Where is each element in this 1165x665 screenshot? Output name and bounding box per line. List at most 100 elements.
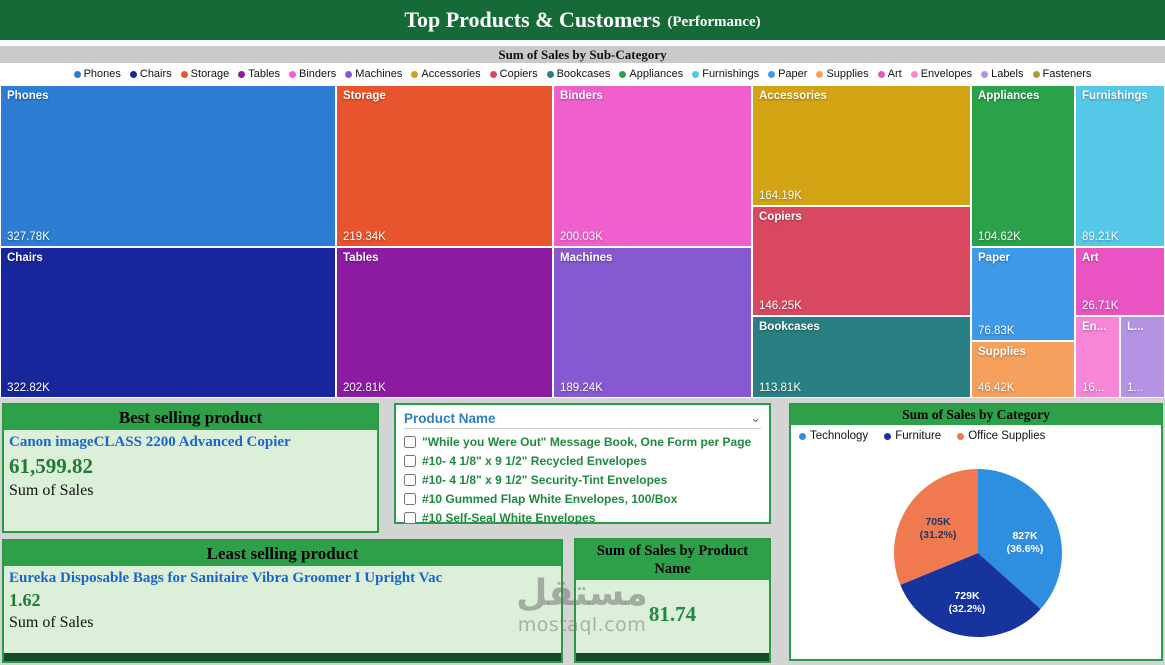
product-name-slicer: Product Name ⌄ "While you Were Out" Mess… [394,403,771,527]
slicer-checkbox[interactable] [404,454,416,467]
slicer-list: "While you Were Out" Message Book, One F… [404,432,761,527]
tile-label: L... [1127,321,1144,333]
legend-dot-furnishings [692,70,700,78]
legend-dot-phones [73,70,81,78]
legend-item-binders[interactable]: Binders [289,68,336,80]
treemap-tile-furnishings[interactable]: Furnishings 89.21K [1075,85,1165,247]
legend-label: Chairs [139,68,172,80]
legend-item-office-supplies[interactable]: Office Supplies [957,430,1045,442]
legend-item-envelopes[interactable]: Envelopes [910,68,972,80]
legend-dot-copiers [489,70,497,78]
legend-label: Appliances [629,68,684,80]
legend-label: Storage [190,68,230,80]
legend-dot-binders [289,70,296,78]
treemap-tile-labels[interactable]: L... 1... [1120,316,1165,398]
legend-dot-art [877,70,885,78]
legend-dot-labels [981,70,989,78]
tile-value: 16... [1082,382,1105,394]
legend-item-furniture[interactable]: Furniture [884,430,941,442]
best-selling-header: Best selling product [4,405,377,430]
best-selling-card: Best selling product Canon imageCLASS 22… [2,403,379,533]
slicer-item-label: "While you Were Out" Message Book, One F… [422,434,752,449]
legend-item-accessories[interactable]: Accessories [411,68,481,80]
legend-item-machines[interactable]: Machines [345,68,402,80]
treemap-tile-binders[interactable]: Binders 200.03K [553,85,752,247]
chevron-down-icon[interactable]: ⌄ [750,410,761,425]
legend-dot-office-supplies [957,432,965,440]
treemap-title: Sum of Sales by Sub-Category [0,46,1165,63]
treemap-tile-machines[interactable]: Machines 189.24K [553,247,752,398]
legend-item-supplies[interactable]: Supplies [816,68,869,80]
legend-item-appliances[interactable]: Appliances [619,68,683,80]
legend-dot-accessories [411,70,419,78]
legend-dot-tables [238,70,246,78]
legend-dot-furniture [884,432,892,440]
legend-dot-machines [345,70,353,78]
slicer-item[interactable]: #10- 4 1/8" x 9 1/2" Recycled Envelopes [404,451,761,470]
slicer-item[interactable]: #10 Gummed Flap White Envelopes, 100/Box [404,489,761,508]
tile-value: 327.78K [7,231,50,243]
tile-label: Accessories [759,90,827,102]
treemap-tile-envelopes[interactable]: En... 16... [1075,316,1120,398]
legend-dot-chairs [129,70,137,78]
treemap-tile-copiers[interactable]: Copiers 146.25K [752,206,971,316]
treemap-tile-accessories[interactable]: Accessories 164.19K [752,85,971,206]
tile-value: 26.71K [1082,300,1119,312]
legend-label: Binders [299,68,337,80]
slicer-item[interactable]: #10 Self-Seal White Envelopes [404,508,761,527]
tile-value: 164.19K [759,190,802,202]
legend-label: Paper [778,68,808,80]
slicer-checkbox[interactable] [404,511,416,524]
legend-item-storage[interactable]: Storage [180,68,230,80]
treemap-tile-appliances[interactable]: Appliances 104.62K [971,85,1075,247]
legend-item-technology[interactable]: Technology [799,430,868,442]
slicer-item[interactable]: "While you Were Out" Message Book, One F… [404,432,761,451]
pie-slice-office-supplies[interactable] [894,469,978,585]
treemap-tile-art[interactable]: Art 26.71K [1075,247,1165,316]
legend-item-furnishings[interactable]: Furnishings [692,68,759,80]
legend-item-fasteners[interactable]: Fasteners [1032,68,1091,80]
slicer-item[interactable]: #10- 4 1/8" x 9 1/2" Security-Tint Envel… [404,470,761,489]
slicer-item-label: #10- 4 1/8" x 9 1/2" Recycled Envelopes [422,453,647,468]
legend-item-chairs[interactable]: Chairs [129,68,172,80]
least-product-caption: Sum of Sales [9,614,94,631]
legend-label: Machines [355,68,403,80]
treemap-tile-tables[interactable]: Tables 202.81K [336,247,553,398]
pie-slice-technology[interactable] [978,469,1062,609]
category-pie-chart: 827K (36.6%) 729K (32.2%) 705K (31.2%) [894,469,1062,637]
slicer-checkbox[interactable] [404,473,416,486]
legend-item-tables[interactable]: Tables [238,68,280,80]
tile-value: 200.03K [560,231,603,243]
tile-label: Tables [343,252,379,264]
tile-label: Phones [7,90,49,102]
legend-item-labels[interactable]: Labels [981,68,1024,80]
pie-slice-furniture[interactable] [900,553,1041,637]
legend-item-copiers[interactable]: Copiers [489,68,538,80]
treemap-tile-bookcases[interactable]: Bookcases 113.81K [752,316,971,398]
tile-label: Supplies [978,346,1026,358]
treemap-tile-chairs[interactable]: Chairs 322.82K [0,247,336,398]
legend-item-paper[interactable]: Paper [768,68,807,80]
tile-value: 1... [1127,382,1143,394]
pie-label-office-supplies-value: 705K [925,516,951,528]
page-title-sub: (Performance) [667,13,761,30]
pie-label-technology-pct: (36.6%) [1007,543,1044,555]
treemap-tile-supplies[interactable]: Supplies 46.42K [971,341,1075,398]
pie-label-office-supplies-pct: (31.2%) [920,529,957,541]
legend-item-phones[interactable]: Phones [73,68,121,80]
slicer-item-label: #10 Self-Seal White Envelopes [422,510,596,525]
treemap-tile-phones[interactable]: Phones 327.78K [0,85,336,247]
treemap-legend: Phones Chairs Storage Tables Binders Mac… [0,63,1165,85]
least-product-name: Eureka Disposable Bags for Sanitaire Vib… [9,570,443,586]
slicer-checkbox[interactable] [404,492,416,505]
tile-value: 89.21K [1082,231,1119,243]
product-sum-card: Sum of Sales by Product Name 81.74 [574,538,771,663]
legend-item-art[interactable]: Art [877,68,902,80]
legend-item-bookcases[interactable]: Bookcases [546,68,611,80]
legend-label: Bookcases [556,68,611,80]
slicer-title: Product Name [404,410,496,426]
treemap-tile-storage[interactable]: Storage 219.34K [336,85,553,247]
treemap-tile-paper[interactable]: Paper 76.83K [971,247,1075,341]
slicer-checkbox[interactable] [404,435,416,448]
